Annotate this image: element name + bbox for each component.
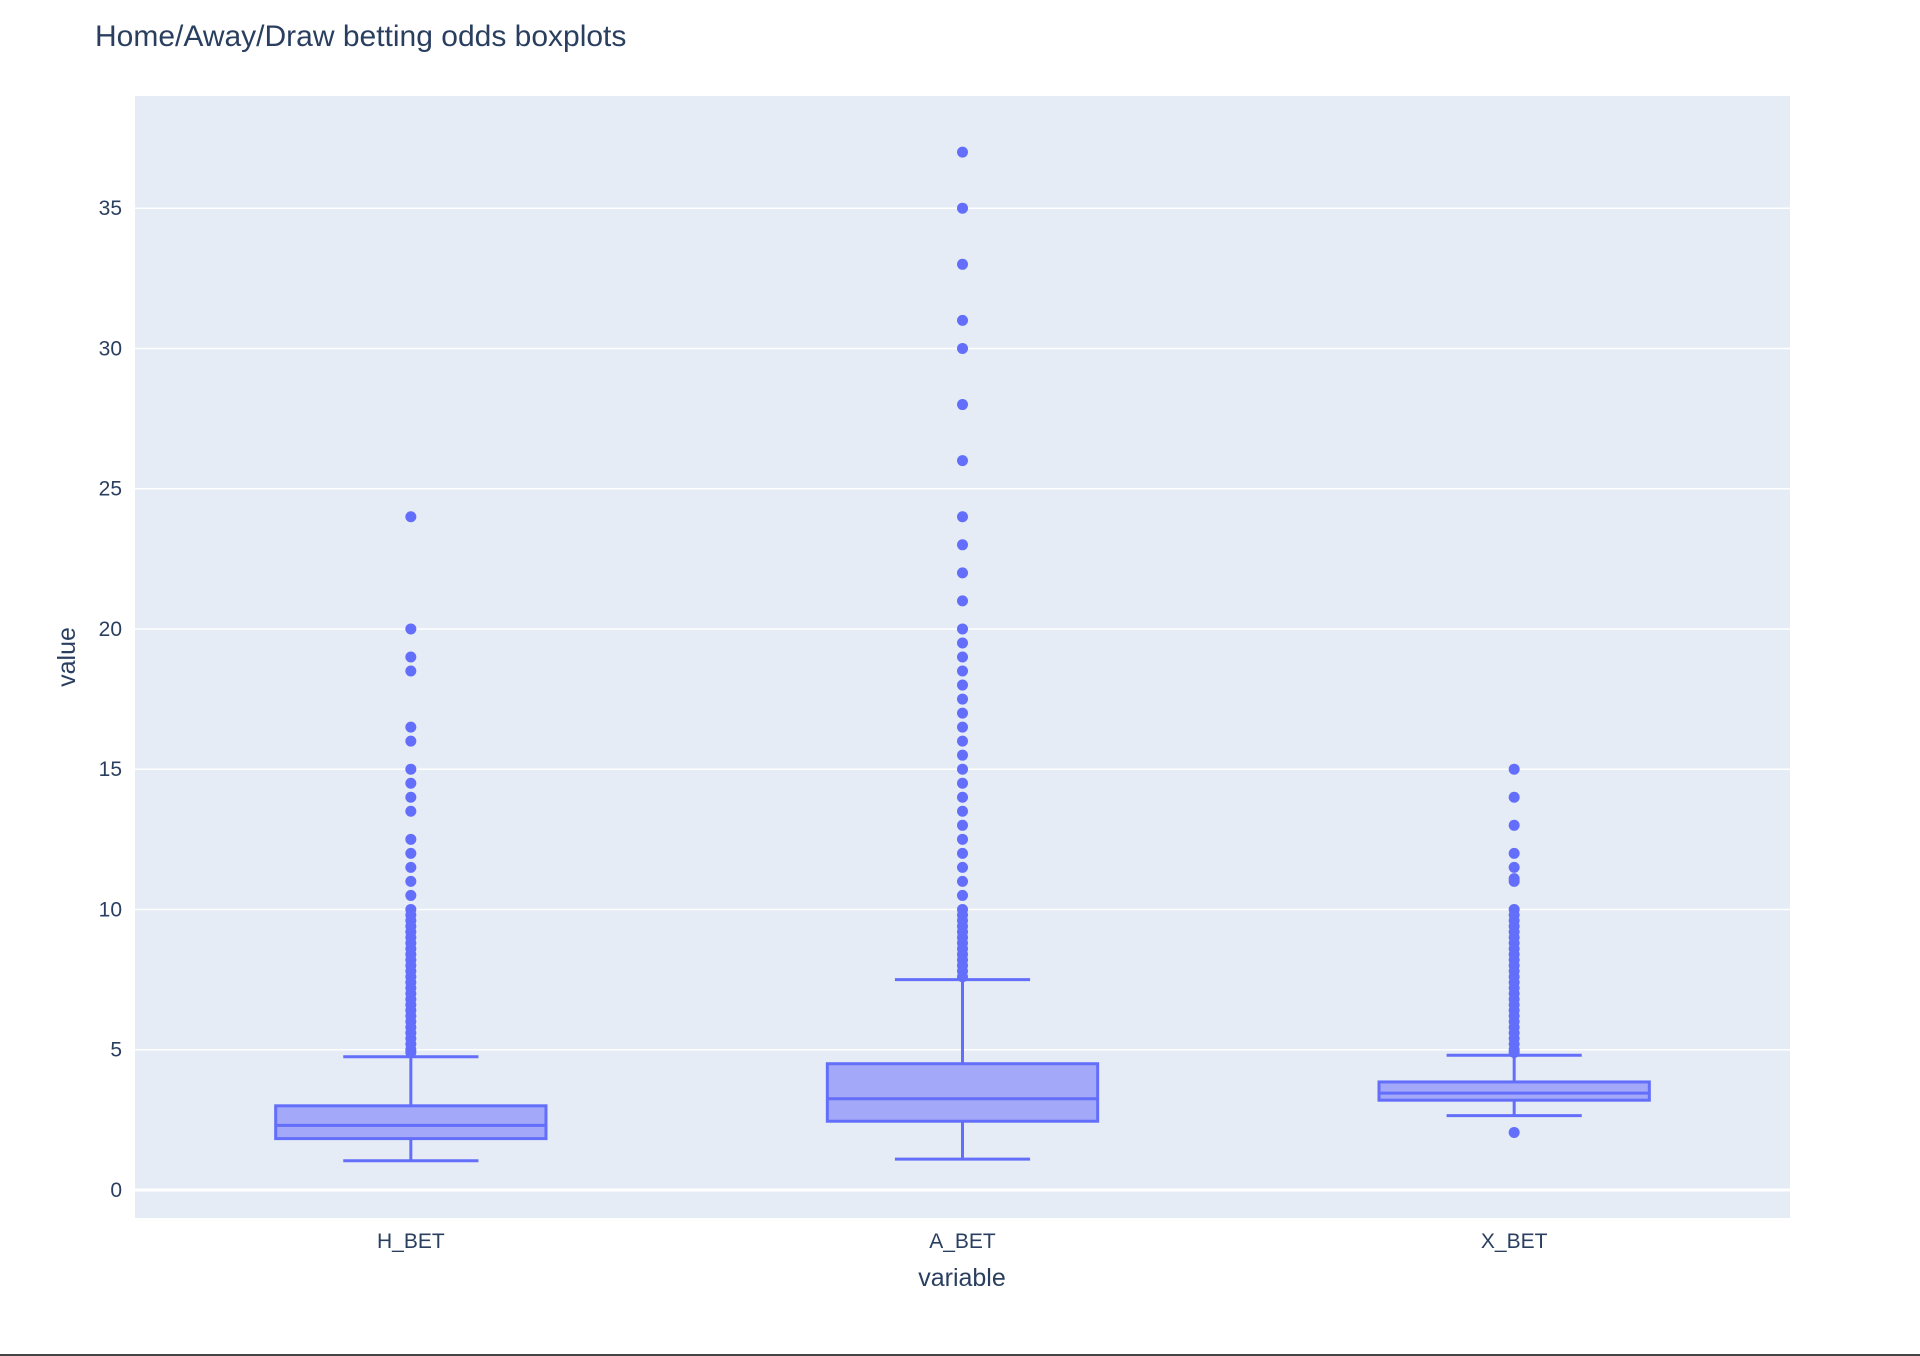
outlier-point — [957, 791, 968, 803]
outlier-point — [957, 623, 968, 635]
y-tick-label: 35 — [99, 197, 122, 220]
bottom-divider — [0, 1354, 1920, 1356]
iqr-box — [1377, 1080, 1651, 1102]
chart-title: Home/Away/Draw betting odds boxplots — [95, 20, 626, 53]
outlier-point — [957, 777, 968, 789]
outlier-point — [957, 146, 968, 158]
x-tick-label-a-bet: A_BET — [929, 1230, 996, 1253]
box-traces — [274, 146, 1651, 1163]
y-tick-label: 20 — [99, 618, 122, 641]
outlier-point — [957, 693, 968, 705]
outlier-point — [957, 735, 968, 747]
outlier-point — [405, 511, 417, 523]
outlier-point — [957, 819, 968, 831]
outlier-point — [957, 875, 968, 887]
outlier-point — [957, 763, 968, 775]
outlier-point — [405, 777, 417, 789]
outlier-point — [405, 847, 417, 859]
outlier-point — [957, 665, 968, 677]
outlier-point — [957, 567, 968, 579]
y-axis-title: value — [53, 627, 81, 687]
outlier-point — [1508, 819, 1520, 831]
outlier-point — [405, 875, 417, 887]
outlier-point — [957, 455, 968, 467]
outlier-point — [1508, 1047, 1520, 1059]
outlier-point — [957, 258, 968, 270]
outlier-point — [1508, 875, 1520, 887]
outlier-point — [405, 665, 417, 677]
y-tick-label: 25 — [99, 478, 122, 501]
outlier-point — [405, 623, 417, 635]
outlier-point — [957, 805, 968, 817]
y-tick-label: 5 — [110, 1039, 122, 1062]
y-tick-label: 15 — [99, 758, 122, 781]
outlier-point — [405, 889, 417, 901]
outlier-point — [957, 314, 968, 326]
box-h-bet — [274, 511, 548, 1163]
outlier-point — [1508, 861, 1520, 873]
outlier-point — [405, 763, 417, 775]
outlier-point — [1508, 791, 1520, 803]
outlier-point — [957, 971, 968, 983]
outlier-point — [405, 651, 417, 663]
outlier-point — [957, 889, 968, 901]
box-a-bet — [825, 146, 1100, 1161]
outlier-point — [405, 791, 417, 803]
outlier-point — [405, 861, 417, 873]
outlier-point — [405, 833, 417, 845]
x-tick-labels: H_BET A_BET X_BET — [377, 1230, 1548, 1253]
outlier-point — [957, 861, 968, 873]
outlier-point — [957, 342, 968, 354]
outlier-point — [957, 707, 968, 719]
outlier-point — [1508, 763, 1520, 775]
outlier-point — [957, 399, 968, 411]
iqr-box — [825, 1062, 1100, 1123]
outlier-point — [957, 595, 968, 607]
outlier-point — [957, 202, 968, 214]
x-axis-title: variable — [918, 1264, 1006, 1292]
x-tick-label-x-bet: X_BET — [1481, 1230, 1548, 1253]
outlier-point — [957, 721, 968, 733]
y-tick-label: 10 — [99, 898, 122, 921]
outlier-point — [1508, 847, 1520, 859]
y-tick-label: 0 — [110, 1179, 122, 1202]
outlier-point — [957, 679, 968, 691]
x-tick-label-h-bet: H_BET — [377, 1230, 445, 1253]
outlier-point — [957, 749, 968, 761]
outlier-point — [957, 651, 968, 663]
y-tick-label: 30 — [99, 337, 122, 360]
iqr-box — [274, 1104, 548, 1141]
y-tick-labels: 0 5 10 15 20 25 30 35 — [99, 197, 122, 1202]
outlier-point — [405, 721, 417, 733]
outlier-point — [405, 735, 417, 747]
outlier-point — [957, 539, 968, 551]
outlier-point — [957, 833, 968, 845]
outlier-point — [1508, 1126, 1520, 1138]
outlier-point — [405, 1047, 417, 1059]
box-x-bet — [1377, 763, 1651, 1138]
outlier-point — [405, 805, 417, 817]
outlier-point — [957, 847, 968, 859]
outlier-point — [957, 637, 968, 649]
outlier-point — [957, 511, 968, 523]
